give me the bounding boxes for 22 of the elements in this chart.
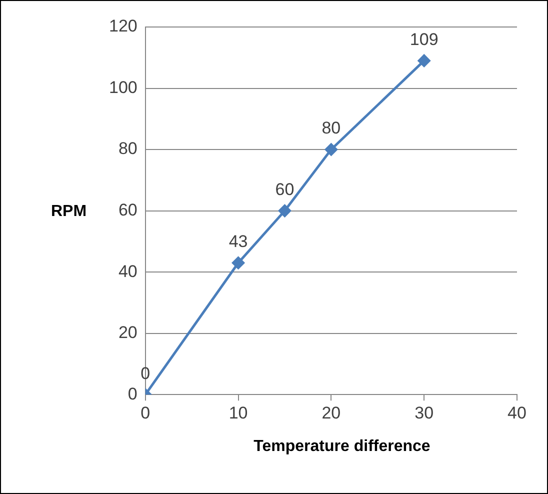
y-tick-label: 80 [118,139,138,158]
point [418,54,430,67]
y-tick-label: 0 [128,384,138,404]
data-label: 109 [410,30,438,49]
y-tick-label: 40 [118,262,138,281]
y-tick-label: 60 [118,200,138,220]
point [232,256,245,270]
x-tick-label: 40 [508,403,526,422]
point [324,143,338,156]
data-label: 43 [228,232,248,252]
y-tick-label: 100 [108,78,138,97]
x-tick-label: 30 [414,403,434,422]
x-axis-title: Temperature difference [252,438,432,456]
y-tick-label: 120 [108,16,138,36]
y-axis-title: RPM [51,203,87,221]
x-tick-label: 20 [322,403,341,422]
data-label: 60 [275,180,294,199]
x-tick-label: 10 [228,403,248,422]
data-label: 80 [322,118,341,138]
point [278,204,291,218]
x-tick-label: 0 [140,403,150,422]
y-tick-label: 20 [118,323,138,342]
